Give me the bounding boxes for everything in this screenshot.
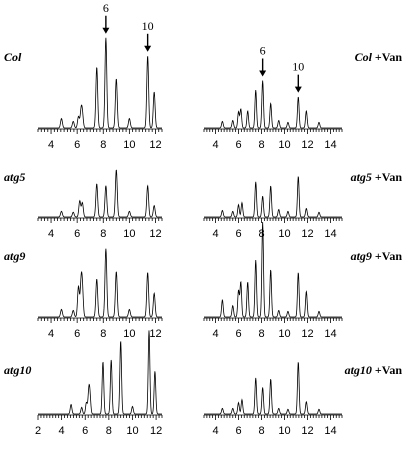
x-tick-label: 14: [324, 139, 336, 151]
x-tick-label: 4: [212, 228, 218, 240]
x-tick-label: 6: [82, 425, 88, 437]
panel-atg9: 4 6 8 10 12 atg9: [4, 248, 163, 340]
panel-label: Col: [4, 50, 22, 64]
x-tick-label: 10: [123, 328, 135, 340]
x-tick-label: 12: [150, 425, 162, 437]
x-tick-label: 4: [212, 328, 218, 340]
chromatogram-trace: [38, 330, 162, 415]
x-tick-label: 10: [123, 228, 135, 240]
chromatogram-trace: [38, 248, 162, 318]
chromatogram-trace: [38, 169, 162, 218]
x-tick-label: 10: [278, 425, 290, 437]
peak-arrow-label: 6: [103, 1, 109, 15]
panel-label: atg10 +Van: [345, 363, 403, 377]
panel-label: atg9: [4, 249, 25, 263]
x-tick-label: 6: [235, 139, 241, 151]
peak-arrow-label: 6: [260, 44, 266, 58]
x-tick-label: 2: [35, 425, 41, 437]
x-tick-label: 8: [258, 328, 264, 340]
x-tick-label: 4: [212, 425, 218, 437]
panel-label: atg5: [4, 170, 25, 184]
x-tick-label: 10: [278, 139, 290, 151]
chromatogram-trace: [204, 80, 342, 129]
x-tick-label: 12: [301, 228, 313, 240]
x-tick-label: 12: [301, 425, 313, 437]
arrow-head-icon: [294, 86, 302, 93]
x-tick-label: 14: [324, 425, 336, 437]
x-tick-label: 10: [123, 139, 135, 151]
x-tick-label: 8: [100, 139, 106, 151]
x-tick-label: 6: [74, 139, 80, 151]
x-tick-label: 6: [235, 425, 241, 437]
x-tick-label: 10: [126, 425, 138, 437]
peak-arrow-label: 10: [142, 19, 154, 33]
x-tick-label: 8: [258, 425, 264, 437]
x-tick-label: 12: [149, 139, 161, 151]
chromatogram-trace: [38, 37, 162, 129]
x-tick-label: 4: [48, 228, 54, 240]
panel-atg10: 2 4 6 8 10 12 atg10: [4, 330, 163, 437]
arrow-head-icon: [102, 27, 110, 34]
x-tick-label: 8: [258, 139, 264, 151]
x-tick-label: 12: [301, 328, 313, 340]
x-tick-label: 6: [74, 328, 80, 340]
panel-atg5-van: 4 6 8 10 12 14 atg5 +Van: [203, 170, 403, 240]
arrow-head-icon: [259, 70, 267, 77]
x-tick-label: 6: [74, 228, 80, 240]
x-tick-label: 8: [100, 228, 106, 240]
chromatogram-trace: [204, 362, 342, 415]
x-tick-label: 6: [235, 228, 241, 240]
chromatogram-trace: [204, 221, 342, 318]
panel-Col: 4 6 8 10 12 Col 6 10: [4, 1, 163, 151]
panel-label: atg5 +Van: [351, 170, 403, 184]
panel-atg5: 4 6 8 10 12 atg5: [4, 169, 163, 240]
x-tick-label: 4: [48, 328, 54, 340]
panel-label: atg10: [4, 363, 31, 377]
chromatogram-trace: [204, 176, 342, 218]
x-tick-label: 10: [278, 328, 290, 340]
x-tick-label: 14: [324, 328, 336, 340]
x-tick-label: 8: [100, 328, 106, 340]
panel-label: atg9 +Van: [351, 249, 403, 263]
x-tick-label: 12: [149, 228, 161, 240]
x-tick-label: 6: [235, 328, 241, 340]
peak-arrow-label: 10: [292, 60, 304, 74]
x-tick-label: 10: [278, 228, 290, 240]
x-tick-label: 4: [59, 425, 65, 437]
x-tick-label: 8: [258, 228, 264, 240]
x-tick-label: 14: [324, 228, 336, 240]
panel-atg9-van: 4 6 8 10 12 14 atg9 +Van: [203, 221, 403, 340]
x-tick-label: 4: [48, 139, 54, 151]
x-tick-label: 4: [212, 139, 218, 151]
x-tick-label: 12: [149, 328, 161, 340]
arrow-head-icon: [144, 45, 152, 52]
panel-label: Col +Van: [355, 50, 403, 64]
x-tick-label: 12: [301, 139, 313, 151]
panel-Col-van: 4 6 8 10 12 14 Col +Van 6 10: [203, 44, 403, 151]
x-tick-label: 8: [106, 425, 112, 437]
panel-atg10-van: 4 6 8 10 12 14 atg10 +Van: [203, 362, 403, 437]
